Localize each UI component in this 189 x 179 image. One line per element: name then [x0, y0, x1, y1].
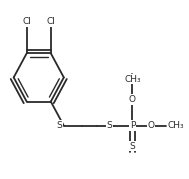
Text: O: O — [148, 121, 155, 130]
Text: CH₃: CH₃ — [168, 121, 184, 130]
Text: S: S — [106, 121, 112, 130]
Text: O: O — [129, 95, 136, 104]
Text: P: P — [130, 121, 135, 130]
Text: CH₃: CH₃ — [124, 75, 141, 84]
Text: S: S — [56, 121, 62, 130]
Text: S: S — [130, 142, 135, 151]
Text: Cl: Cl — [22, 17, 31, 26]
Text: Cl: Cl — [46, 17, 55, 26]
